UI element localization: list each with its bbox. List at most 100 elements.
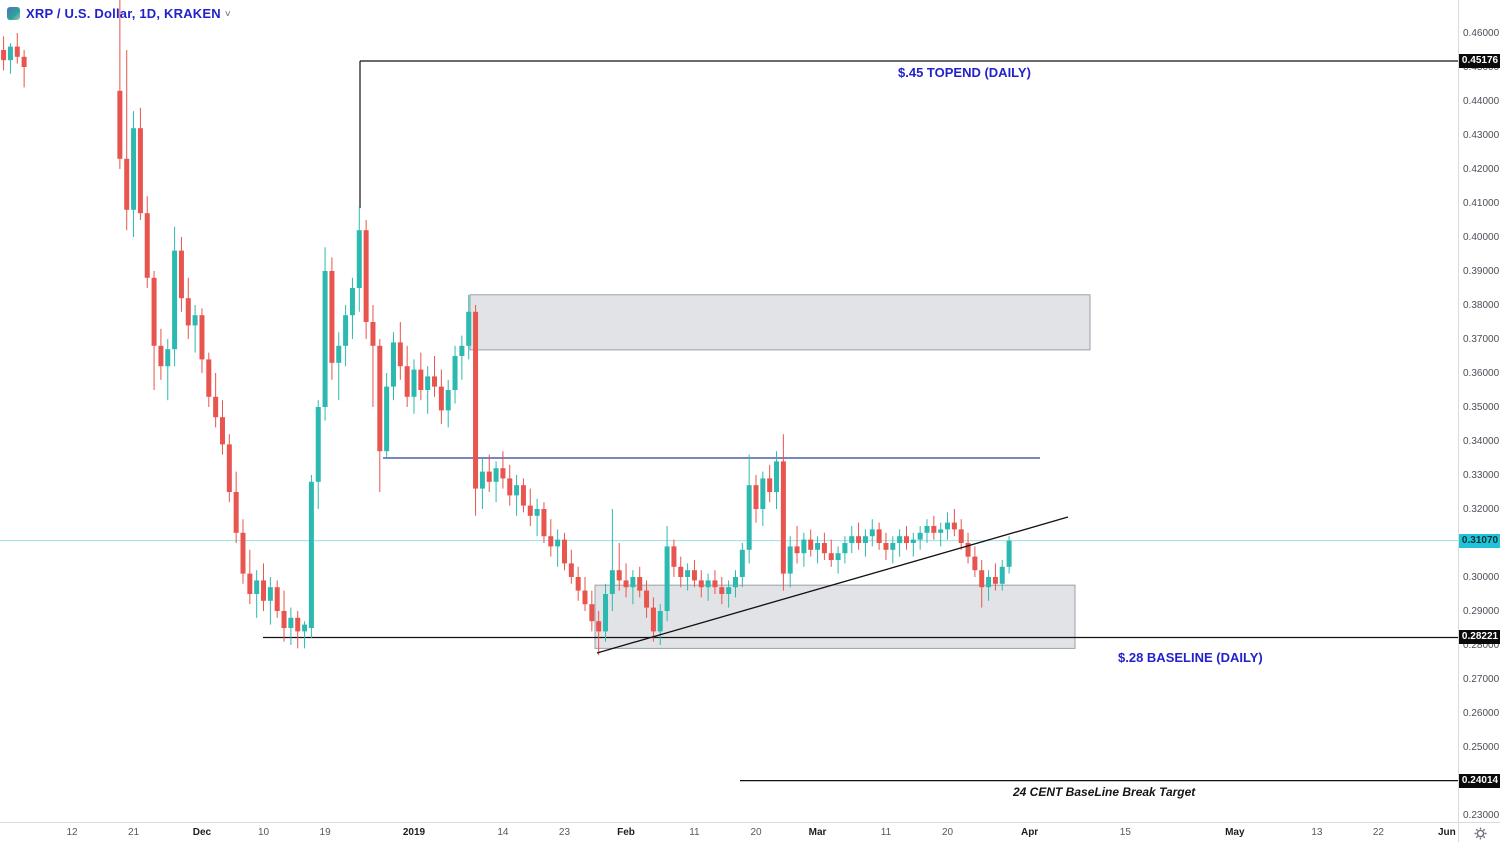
symbol-header[interactable]: XRP / U.S. Dollar, 1D, KRAKEN ˅: [7, 6, 231, 21]
axis-corner[interactable]: [1458, 822, 1500, 842]
candle: [432, 356, 438, 397]
candle: [965, 532, 971, 564]
candle-body: [650, 607, 656, 632]
candle: [951, 509, 957, 537]
price-badge: 0.31070: [1459, 533, 1500, 548]
price-badge: 0.45176: [1459, 54, 1500, 69]
price-axis-label: 0.40000: [1463, 231, 1500, 243]
time-axis-label: 13: [1311, 827, 1323, 838]
symbol-logo-icon: [7, 7, 20, 20]
candle: [623, 563, 629, 598]
candlestick-chart[interactable]: $.45 TOPEND (DAILY) $.28 BASELINE (DAILY)…: [0, 0, 1458, 822]
candle: [719, 577, 725, 605]
candle-body: [370, 322, 376, 346]
time-axis-label: 23: [558, 827, 571, 838]
candle-body: [206, 359, 212, 397]
candle-body: [240, 532, 246, 574]
candle-body: [124, 158, 130, 210]
candle: [213, 373, 219, 428]
candle: [609, 509, 615, 611]
candle: [644, 580, 650, 618]
candle-body: [678, 566, 684, 577]
candle-body: [527, 505, 533, 516]
candle: [568, 549, 574, 584]
candle-body: [801, 539, 807, 554]
candle: [144, 196, 150, 288]
candle: [726, 580, 732, 608]
candle: [514, 475, 520, 516]
candle-body: [657, 611, 663, 632]
time-axis-label: 15: [1119, 827, 1131, 838]
symbol-title[interactable]: XRP / U.S. Dollar, 1D, KRAKEN: [26, 6, 221, 21]
candle-body: [705, 580, 711, 588]
candle: [295, 611, 301, 649]
candle-body: [322, 271, 328, 407]
candle-body: [390, 342, 396, 387]
candle: [349, 277, 355, 339]
price-axis-label: 0.43000: [1463, 129, 1500, 141]
candle: [938, 522, 944, 547]
candle: [261, 563, 267, 611]
candle-body: [712, 580, 718, 588]
candle: [254, 570, 260, 618]
candle: [14, 33, 20, 64]
chart-canvas[interactable]: $.45 TOPEND (DAILY) $.28 BASELINE (DAILY)…: [0, 0, 1458, 822]
candle: [520, 478, 526, 513]
candle-body: [418, 369, 424, 390]
candle-body: [459, 345, 465, 356]
gear-icon[interactable]: [1474, 827, 1487, 840]
candle-body: [753, 485, 759, 509]
candle-body: [910, 539, 916, 543]
candle-body: [507, 478, 513, 496]
candle-body: [473, 311, 479, 489]
candle-body: [746, 485, 752, 550]
ascending-trendline[interactable]: [596, 516, 1069, 654]
chart-annotation: $.45 TOPEND (DAILY): [898, 65, 1031, 80]
candle-body: [972, 556, 978, 571]
candle-body: [630, 577, 636, 588]
candle-body: [178, 250, 184, 299]
candle-body: [520, 485, 526, 506]
candle: [746, 454, 752, 564]
candle: [322, 247, 328, 421]
candle: [972, 546, 978, 577]
candle-body: [958, 529, 964, 543]
candle-body: [247, 573, 253, 594]
price-axis[interactable]: 0.460000.450000.440000.430000.420000.410…: [1458, 0, 1500, 822]
candle: [931, 515, 937, 540]
candle-body: [856, 536, 862, 543]
chevron-down-icon[interactable]: ˅: [224, 9, 231, 20]
price-axis-label: 0.28000: [1463, 639, 1500, 651]
candle-body: [698, 580, 704, 588]
time-axis-label: Jun: [1437, 827, 1456, 838]
time-axis-label: Feb: [617, 827, 635, 838]
candle: [787, 536, 793, 588]
candle-body: [541, 509, 547, 537]
candle: [281, 590, 287, 642]
candle: [986, 570, 992, 601]
time-axis[interactable]: 12 21 Dec 10 19 2019 14 23 Feb 11 20 Mar 11 20 Apr 15 Ma…: [0, 822, 1458, 842]
candle-body: [315, 407, 321, 482]
candle: [794, 526, 800, 564]
candle-body: [213, 396, 219, 418]
candle: [377, 339, 383, 492]
candle-body: [137, 128, 143, 214]
candle-body: [514, 485, 520, 496]
time-axis-label: 12: [66, 827, 78, 838]
candle-body: [664, 546, 670, 611]
candle: [486, 454, 492, 492]
candle-body: [726, 587, 732, 594]
supply-zone-box[interactable]: [469, 294, 1091, 351]
candle: [842, 536, 848, 564]
time-axis-label: 10: [257, 827, 270, 838]
price-axis-label: 0.46000: [1463, 27, 1500, 39]
candle: [589, 590, 595, 632]
price-axis-label: 0.30000: [1463, 571, 1500, 583]
candle: [774, 451, 780, 509]
candle: [308, 475, 314, 639]
candle-body: [226, 444, 232, 492]
candle: [192, 305, 198, 353]
candle: [425, 366, 431, 414]
time-axis-label: 21: [127, 827, 140, 838]
candle-body: [288, 617, 294, 628]
